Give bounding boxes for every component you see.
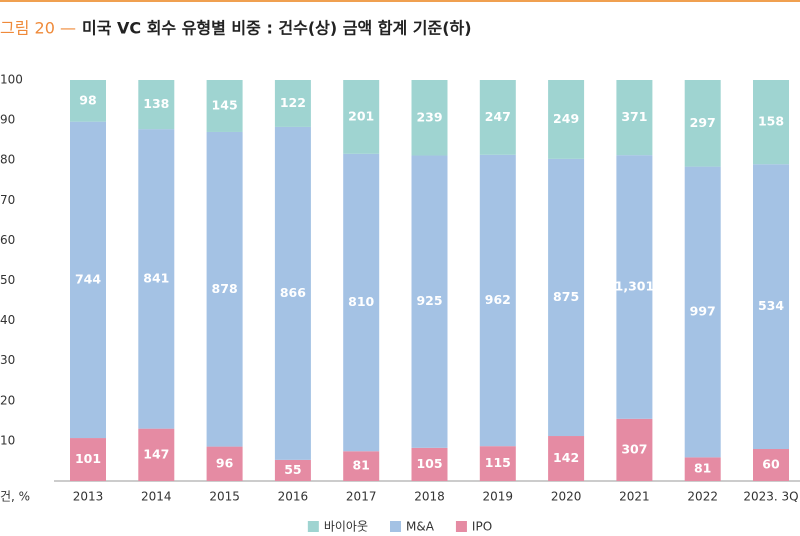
- x-tick-label: 2015: [209, 490, 240, 504]
- bar-segment: [548, 80, 585, 159]
- bar-segment: [343, 153, 380, 452]
- data-label: 878: [212, 281, 238, 296]
- data-label: 841: [143, 270, 169, 285]
- data-label: 138: [143, 96, 169, 111]
- data-label: 98: [79, 92, 96, 107]
- bar-segment: [479, 80, 516, 155]
- data-label: 866: [280, 285, 306, 300]
- bar-segment: [274, 459, 311, 481]
- x-tick-label: 2021: [619, 490, 650, 504]
- y-tick-label: 10: [0, 433, 15, 447]
- bar-segment: [753, 80, 789, 165]
- y-tick-label: 30: [0, 353, 15, 367]
- bar-segment: [274, 126, 311, 460]
- bar-segment: [411, 447, 448, 481]
- x-tick-label: 2016: [278, 490, 309, 504]
- data-label: 81: [694, 461, 711, 476]
- bar-segment: [206, 131, 243, 447]
- legend-swatch: [455, 521, 467, 532]
- data-label: 122: [280, 95, 306, 110]
- bar-segment: [753, 164, 789, 450]
- data-label: 744: [75, 271, 101, 286]
- data-label: 142: [553, 450, 579, 465]
- bar-segment: [343, 80, 380, 154]
- chart-title: 미국 VC 회수 유형별 비중 : 건수(상) 금액 합계 기준(하): [82, 19, 472, 38]
- bar-segment: [616, 418, 653, 481]
- data-label: 55: [284, 462, 301, 477]
- data-label: 101: [75, 451, 101, 466]
- data-label: 962: [485, 292, 511, 307]
- bar-segment: [70, 80, 106, 122]
- bar-segment: [684, 166, 721, 458]
- data-label: 201: [348, 108, 374, 123]
- x-tick-label: 2022: [687, 490, 718, 504]
- bar-segment: [411, 80, 448, 156]
- x-tick-label: 2014: [141, 490, 172, 504]
- legend-swatch: [307, 521, 319, 532]
- data-label: 247: [485, 109, 511, 124]
- legend-label: M&A: [406, 520, 435, 534]
- bar-segment: [411, 155, 448, 448]
- y-tick-label: 90: [0, 113, 15, 127]
- bar-segment: [479, 446, 516, 481]
- data-label: 158: [758, 114, 784, 129]
- y-tick-label: 40: [0, 313, 15, 327]
- bar-segment: [479, 154, 516, 447]
- bar-segment: [616, 80, 653, 156]
- y-tick-label: 50: [0, 273, 15, 287]
- x-tick-label: 2019: [483, 490, 514, 504]
- data-label: 249: [553, 111, 579, 126]
- bar-segment: [753, 449, 789, 481]
- bar-segment: [138, 80, 175, 130]
- data-label: 875: [553, 289, 579, 304]
- data-label: 105: [416, 456, 442, 471]
- data-label: 534: [758, 298, 784, 313]
- data-label: 297: [690, 115, 716, 130]
- data-label: 96: [216, 455, 234, 470]
- data-label: 81: [352, 458, 369, 473]
- x-tick-label: 2017: [346, 490, 377, 504]
- data-label: 925: [416, 293, 442, 308]
- figure-label: 그림 20 —: [0, 19, 76, 38]
- data-label: 145: [212, 97, 238, 112]
- x-tick-label: 2020: [551, 490, 582, 504]
- data-label: 60: [762, 457, 780, 472]
- bar-segment: [138, 428, 175, 481]
- bar-segment: [206, 80, 243, 132]
- legend-swatch: [390, 521, 402, 532]
- x-tick-label: 2018: [414, 490, 445, 504]
- data-label: 115: [485, 455, 511, 470]
- data-label: 371: [621, 109, 647, 124]
- y-tick-label: 70: [0, 193, 15, 207]
- bar-segment: [548, 158, 585, 437]
- bar-segment: [684, 457, 721, 481]
- x-tick-label: 2023. 3Q: [743, 490, 798, 504]
- bar-segment: [343, 451, 380, 481]
- bar-segment: [616, 155, 653, 419]
- data-label: 239: [416, 109, 442, 124]
- data-label: 997: [690, 303, 716, 318]
- data-label: 1,301: [615, 278, 655, 293]
- bar-segment: [70, 438, 106, 481]
- bar-segment: [274, 80, 311, 127]
- top-rule: [0, 0, 800, 2]
- legend-label: IPO: [472, 520, 492, 534]
- bar-segment: [138, 129, 175, 429]
- bar-segment: [548, 436, 585, 481]
- legend-label: 바이아웃: [324, 520, 368, 534]
- y-tick-label: 60: [0, 233, 15, 247]
- data-label: 810: [348, 294, 374, 309]
- data-label: 147: [143, 446, 169, 461]
- y-tick-label: 100: [0, 73, 23, 87]
- data-label: 307: [621, 441, 647, 456]
- x-tick-label: 2013: [73, 490, 104, 504]
- bar-segment: [70, 121, 106, 439]
- unit-label: 건, %: [0, 490, 30, 504]
- y-tick-label: 20: [0, 393, 15, 407]
- bar-segment: [684, 80, 721, 167]
- y-tick-label: 80: [0, 153, 15, 167]
- bar-segment: [206, 446, 243, 481]
